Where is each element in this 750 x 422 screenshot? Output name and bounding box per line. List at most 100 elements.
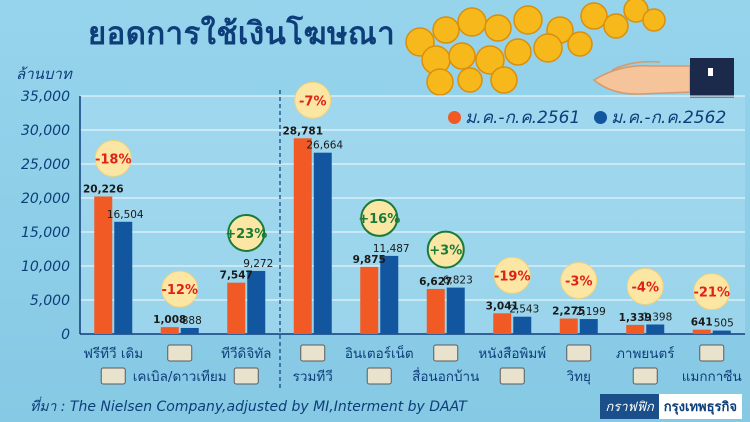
data-label-2561: 641 [691, 317, 713, 329]
y-tick-label: 10,000 [21, 259, 70, 275]
source-note: ที่มา : The Nielsen Company,adjusted by … [30, 399, 467, 415]
satellite-dish-icon [167, 344, 193, 362]
data-label-2561: 1,008 [153, 314, 186, 326]
percent-change-label: -21% [693, 286, 730, 301]
data-label-2561: 7,547 [220, 270, 253, 282]
bar-2562 [646, 324, 665, 334]
magazine-icon [699, 344, 725, 362]
coin-icon [642, 8, 666, 32]
coin-icon [603, 13, 629, 39]
credit-name: กรุงเทพธุรกิจ [658, 394, 742, 419]
y-axis-unit: ล้านบาท [16, 65, 72, 83]
bar-2561 [94, 196, 113, 334]
y-tick-label: 30,000 [21, 123, 70, 139]
y-tick-label: 20,000 [21, 191, 70, 207]
y-tick-label: 0 [61, 327, 70, 343]
category-label: วิทยุ [566, 369, 591, 385]
percent-change-badge [360, 198, 399, 237]
category-label: สื่อนอกบ้าน [412, 367, 479, 385]
data-label-2562: 16,504 [107, 209, 144, 221]
data-label-2561: 28,781 [282, 125, 323, 137]
coin-icon [580, 2, 608, 30]
percent-change-badge [626, 267, 664, 305]
y-tick-label: 35,000 [21, 89, 70, 105]
category-label: เคเบิล/ดาวเทียม [133, 369, 227, 385]
coin-icon [567, 31, 593, 57]
data-label-2562: 888 [182, 315, 202, 327]
digital-tv-icon [233, 367, 259, 385]
percent-change-badge [560, 262, 598, 300]
category-label: แมกกาซีน [682, 369, 742, 385]
film-reel-icon [632, 367, 658, 385]
coin-icon [457, 67, 483, 93]
bar-2561 [360, 266, 379, 334]
category-label: หนังสือพิมพ์ [478, 345, 546, 362]
coin-icon [533, 33, 563, 63]
coin-icon [490, 66, 518, 94]
data-label-2561: 1,339 [619, 312, 652, 324]
coin-icon [448, 42, 476, 70]
percent-change-label: -7% [299, 94, 326, 109]
percent-change-badge [493, 256, 531, 294]
bar-2562 [313, 152, 332, 334]
percent-change-label: +23% [225, 227, 267, 242]
bar-2561 [692, 329, 711, 334]
data-label-2561: 20,226 [83, 183, 124, 195]
newspaper-icon [499, 367, 525, 385]
legend-label-2561: ม.ค.-ก.ค.2561 [465, 108, 581, 128]
bar-2562 [380, 255, 399, 334]
megaphone-icon [433, 344, 459, 362]
credit-prefix: กราฟฟิก [600, 394, 659, 419]
percent-change-badge [426, 230, 465, 269]
data-label-2562: 9,272 [243, 258, 273, 270]
bar-2561 [160, 327, 179, 334]
tv-icon [100, 367, 126, 385]
data-label-2562: 2,543 [509, 304, 539, 316]
data-label-2561: 2,275 [552, 306, 585, 318]
bar-2562 [712, 330, 731, 334]
coin-icon [432, 16, 460, 44]
legend-swatch-2562 [594, 111, 607, 124]
bar-2562 [247, 270, 266, 334]
percent-change-label: +3% [429, 244, 462, 259]
category-label: ฟรีทีวี เดิม [83, 346, 143, 362]
data-label-2562: 505 [714, 318, 734, 330]
percent-change-label: -4% [632, 280, 659, 295]
data-label-2562: 1,398 [642, 311, 672, 323]
bar-2561 [559, 318, 578, 334]
legend-item-2562: ม.ค.-ก.ค.2562 [594, 104, 726, 131]
data-label-2561: 6,627 [419, 276, 452, 288]
coin-icon [475, 45, 505, 75]
data-label-2562: 6,823 [443, 275, 473, 287]
tv-icon [300, 344, 326, 362]
category-label: ภาพยนตร์ [616, 345, 675, 362]
percent-change-badge [227, 213, 266, 252]
legend-label-2562: ม.ค.-ก.ค.2562 [611, 108, 727, 128]
hand-icon [592, 58, 734, 98]
percent-change-badge [693, 273, 731, 311]
legend-swatch-2561 [448, 111, 461, 124]
category-label: ทีวีดิจิทัล [221, 346, 271, 362]
category-label: รวมทีวี [293, 369, 333, 385]
bar-2562 [446, 287, 465, 334]
percent-change-label: +16% [358, 212, 400, 227]
percent-change-badge [294, 81, 332, 119]
data-label-2562: 26,664 [306, 140, 343, 152]
bar-2561 [426, 288, 445, 334]
data-label-2561: 9,875 [353, 254, 386, 266]
coin-icon [426, 68, 454, 96]
laptop-icon [366, 367, 392, 385]
legend-item-2561: ม.ค.-ก.ค.2561 [448, 104, 580, 131]
coin-icon [513, 5, 543, 35]
chart-title: ยอดการใช้เงินโฆษณา [88, 16, 396, 52]
percent-change-label: -3% [565, 275, 592, 290]
bar-2562 [180, 327, 199, 334]
bar-2562 [579, 319, 598, 334]
category-label: อินเตอร์เน็ต [345, 344, 414, 362]
data-label-2561: 3,041 [486, 300, 519, 312]
bar-2561 [227, 282, 246, 334]
y-tick-label: 25,000 [21, 157, 70, 173]
percent-change-badge [161, 270, 199, 308]
credit-badge: กราฟฟิก กรุงเทพธุรกิจ [600, 394, 742, 419]
